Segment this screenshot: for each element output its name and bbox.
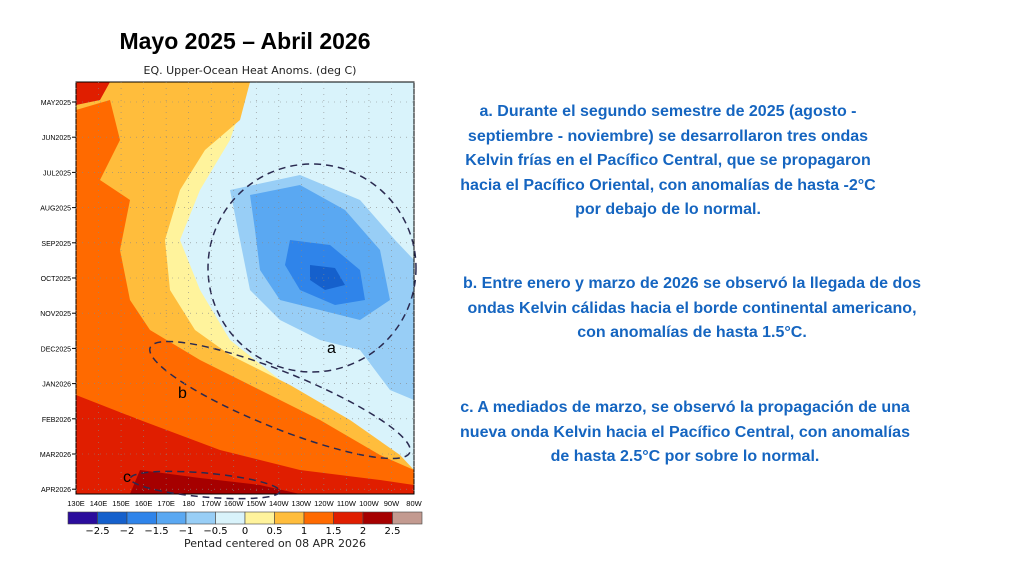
x-tick-label: 130W [292, 499, 313, 508]
colorbar-swatch [333, 511, 364, 525]
colorbar-swatch [126, 511, 157, 525]
colorbar-label: −2.5 [85, 526, 109, 537]
x-tick-label: 110W [337, 499, 357, 508]
x-tick-label: 160E [135, 499, 153, 508]
y-tick-label: APR2026 [41, 487, 71, 494]
y-tick-label: SEP2025 [41, 241, 71, 248]
plot-frame [75, 81, 415, 495]
annotation-outlines [129, 163, 417, 500]
colorbar-swatch [185, 511, 216, 525]
colorbar-label: −1 [179, 526, 194, 537]
chart-title: EQ. Upper-Ocean Heat Anoms. (deg C) [143, 64, 357, 77]
note-a: a. Durante el segundo semestre de 2025 (… [460, 103, 876, 218]
x-tick-label: 140E [90, 499, 108, 508]
colorbar-swatch [274, 511, 305, 525]
y-tick-label: JAN2026 [42, 382, 71, 389]
x-axis-label: Pentad centered on 08 APR 2026 [184, 537, 366, 550]
colorbar-label: −1.5 [144, 526, 168, 537]
slide-title: Mayo 2025 – Abril 2026 [119, 28, 371, 54]
field-orange [76, 100, 414, 494]
x-tick-label: 170E [157, 499, 175, 508]
colorbar-swatch [156, 511, 187, 525]
heatmap-field [76, 82, 414, 494]
x-tick-label: 140W [269, 499, 290, 508]
colorbar-swatch [97, 511, 128, 525]
y-tick-label: MAR2026 [40, 452, 71, 459]
colorbar-label: 0 [242, 526, 248, 537]
colorbar-swatch [303, 511, 334, 525]
outline-c [129, 470, 281, 500]
field-cold-core [310, 265, 345, 290]
x-tick-label: 100W [359, 499, 380, 508]
colorbar-label: 0.5 [267, 526, 283, 537]
x-tick-label: 150W [246, 499, 267, 508]
y-tick-label: MAY2025 [41, 100, 71, 107]
field-darkred [130, 470, 300, 494]
y-tick-label: OCT2025 [41, 276, 71, 283]
colorbar-swatch [244, 511, 275, 525]
y-tick-label: NOV2025 [40, 311, 71, 318]
note-b: b. Entre enero y marzo de 2026 se observ… [463, 275, 921, 341]
colorbar-swatch [392, 511, 423, 525]
colorbar-label: 2 [360, 526, 366, 537]
y-tick-label: JUN2025 [42, 135, 71, 142]
x-tick-label: 90W [384, 499, 400, 508]
x-tick-label: 170W [201, 499, 222, 508]
y-tick-label: DEC2025 [41, 346, 71, 353]
outline-b [149, 340, 411, 460]
y-tick-label: JUL2025 [43, 170, 71, 177]
annotation-b: b [178, 385, 187, 402]
colorbar-label: 2.5 [385, 526, 401, 537]
x-tick-label: 120W [314, 499, 335, 508]
note-c: c. A mediados de marzo, se observó la pr… [460, 399, 910, 465]
colorbar-swatch [67, 511, 98, 525]
colorbar-label: −0.5 [203, 526, 227, 537]
annotation-c: c [123, 469, 131, 486]
colorbar-swatch [215, 511, 246, 525]
colorbar-label: 1 [301, 526, 307, 537]
x-tick-label: 80W [406, 499, 422, 508]
x-tick-label: 160W [224, 499, 245, 508]
outline-a [207, 163, 417, 373]
y-tick-label: FEB2026 [42, 417, 71, 424]
colorbar-label: 1.5 [326, 526, 342, 537]
y-tick-label: AUG2025 [40, 206, 71, 213]
x-tick-label: 180 [182, 499, 195, 508]
x-tick-label: 130E [67, 499, 85, 508]
x-tick-label: 150E [112, 499, 130, 508]
colorbar-swatch [362, 511, 393, 525]
field-red [76, 82, 414, 494]
annotation-a: a [327, 340, 336, 357]
colorbar-label: −2 [120, 526, 135, 537]
